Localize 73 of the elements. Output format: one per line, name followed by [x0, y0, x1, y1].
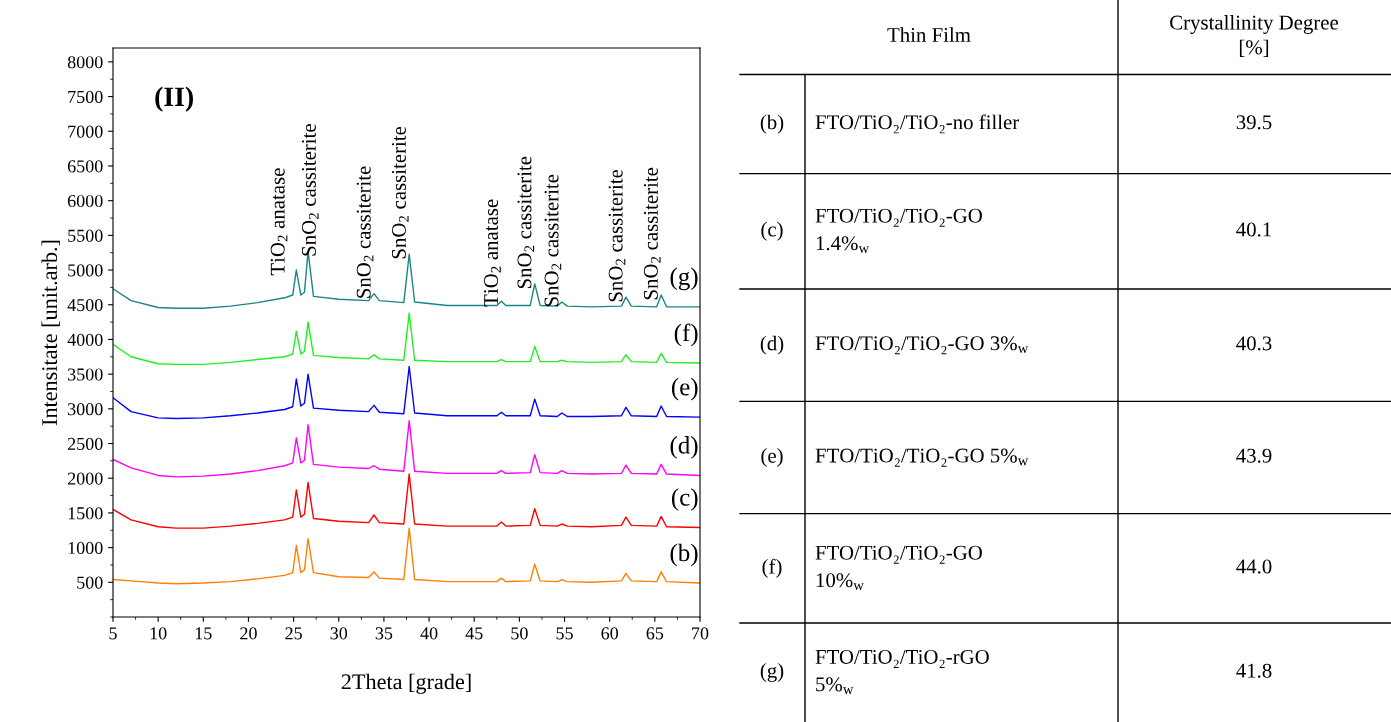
annotation: (II)	[155, 86, 193, 112]
series-label: (c)	[671, 488, 698, 511]
text: FTO/TiO₂/TiO₂-no filler	[815, 114, 1020, 134]
annotation: SnO$_{2}$ cassiterite	[517, 156, 535, 289]
series-label: (g)	[670, 267, 698, 291]
y-tick-label: 3500	[68, 368, 103, 381]
text: (g)	[760, 663, 784, 682]
y-tick-label: 3000	[68, 403, 103, 416]
x-axis-title: 2Theta [grade]	[341, 673, 471, 694]
series-label: (e)	[671, 377, 698, 401]
text: 44.0	[1236, 559, 1272, 574]
text: (e)	[761, 448, 783, 467]
x-tick-label: 5	[109, 627, 117, 640]
y-tick-label: 8000	[67, 56, 103, 69]
text: 40.3	[1236, 336, 1272, 351]
y-tick-label: 1500	[68, 507, 103, 520]
text: Thin Film	[887, 27, 971, 42]
annotation: SnO$_{2}$ cassiterite	[643, 167, 661, 300]
line-series	[113, 473, 700, 529]
x-tick-label: 30	[330, 627, 348, 640]
y-tick-label: 7000	[68, 125, 103, 138]
y-tick-label: 7500	[68, 90, 103, 104]
y-tick-label: 2000	[67, 472, 103, 485]
text: FTO/TiO₂/TiO₂-GO 5%$_{w}$	[815, 448, 1029, 467]
text: Crystallinity Degree [%]	[1170, 14, 1339, 57]
annotation: TiO$_{2}$ anatase	[270, 168, 288, 276]
y-axis-title: Intensitate [unit.arb.]	[41, 240, 60, 426]
x-tick-label: 55	[556, 627, 573, 640]
x-tick-label: 45	[465, 627, 483, 640]
x-tick-label: 25	[285, 627, 302, 640]
annotation: SnO$_{2}$ cassiterite	[608, 169, 626, 302]
y-tick-label: 5500	[68, 229, 103, 242]
x-tick-label: 35	[375, 627, 393, 640]
x-tick-label: 20	[240, 627, 257, 640]
y-tick-label: 5000	[68, 264, 103, 277]
text: (c)	[761, 221, 783, 241]
x-tick-label: 70	[692, 627, 709, 640]
y-tick-label: 6500	[67, 160, 103, 173]
text: FTO/TiO₂/TiO₂-GO 1.4%$_{w}$	[815, 208, 982, 254]
text: 39.5	[1236, 115, 1272, 130]
series-label: (d)	[670, 436, 698, 459]
y-tick-label: 4000	[67, 333, 103, 346]
line-series	[113, 365, 700, 420]
annotation: TiO$_{2}$ anatase	[484, 199, 501, 307]
line-series	[113, 312, 700, 366]
series-label: (f)	[674, 323, 698, 347]
annotation: SnO$_{2}$ cassiterite	[301, 124, 319, 256]
text: (b)	[760, 114, 784, 134]
y-tick-label: 500	[77, 576, 103, 589]
x-tick-label: 40	[420, 627, 438, 640]
text: (d)	[760, 335, 784, 355]
text: 40.1	[1236, 222, 1271, 237]
x-tick-label: 10	[150, 627, 167, 640]
line-series	[113, 527, 700, 585]
x-tick-label: 50	[511, 627, 528, 640]
text: 41.8	[1236, 663, 1272, 678]
y-tick-label: 2500	[67, 437, 103, 450]
text: FTO/TiO₂/TiO₂-GO 3%$_{w}$	[815, 336, 1029, 355]
y-tick-label: 1000	[68, 541, 103, 555]
text: (f)	[762, 558, 782, 578]
series-label: (b)	[670, 543, 698, 567]
x-tick-label: 65	[646, 627, 664, 640]
text: 43.9	[1236, 448, 1272, 463]
x-tick-label: 15	[195, 627, 212, 640]
annotation: SnO$_{2}$ cassiterite	[356, 166, 374, 298]
y-tick-label: 4500	[67, 299, 103, 312]
line-series	[113, 419, 700, 478]
text: FTO/TiO₂/TiO₂-rGO 5%$_{w}$	[815, 649, 989, 695]
annotation: SnO$_{2}$ cassiterite	[544, 174, 562, 307]
annotation: SnO$_{2}$ cassiterite	[391, 126, 409, 259]
text: FTO/TiO₂/TiO₂-GO 10%$_{w}$	[815, 545, 982, 591]
x-tick-label: 60	[601, 627, 619, 640]
y-tick-label: 6000	[67, 194, 103, 208]
